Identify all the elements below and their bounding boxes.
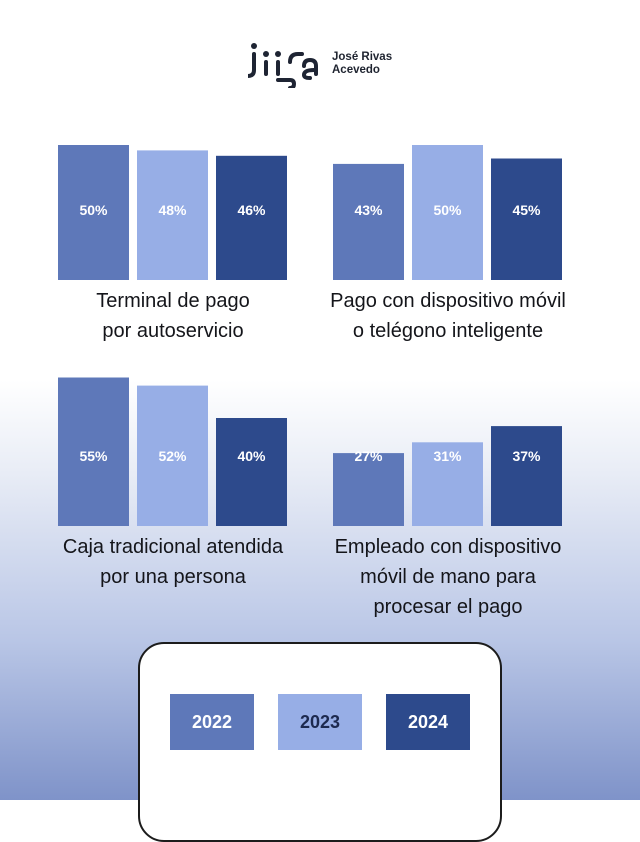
chart-pago-movil: 43% 50% 45% bbox=[333, 145, 562, 280]
legend-item-2024: 2024 bbox=[386, 694, 470, 750]
bar-2023 bbox=[412, 442, 483, 526]
brand-name-line2: Acevedo bbox=[332, 64, 380, 76]
legend: 2022 2023 2024 bbox=[138, 642, 502, 842]
bar-value-label: 50% bbox=[433, 202, 462, 218]
chart-terminal-autoservicio: 50% 48% 46% bbox=[58, 145, 287, 280]
bar-value-label: 45% bbox=[512, 202, 541, 218]
chart-panel-pago-movil: 43% 50% 45% Pago con dispositivo móvil o t… bbox=[330, 140, 566, 342]
bar-value-label: 52% bbox=[158, 448, 187, 464]
chart-title-line: Pago con dispositivo móvil bbox=[330, 290, 566, 312]
chart-panel-terminal-autoservicio: 50% 48% 46% Terminal de pago por autoservi… bbox=[58, 140, 288, 342]
bar-value-label: 37% bbox=[512, 448, 541, 464]
brand-logo: José Rivas Acevedo bbox=[248, 40, 392, 88]
bar-2024 bbox=[216, 418, 287, 526]
bar-value-label: 55% bbox=[79, 448, 108, 464]
bar-value-label: 27% bbox=[354, 448, 383, 464]
chart-title-line: o telégono inteligente bbox=[352, 320, 544, 342]
bar-value-label: 48% bbox=[158, 202, 187, 218]
chart-title-line: procesar el pago bbox=[373, 596, 523, 618]
brand-name-line1: José Rivas bbox=[332, 51, 393, 63]
chart-title-empleado-movil: Empleado con dispositivo móvil de mano p… bbox=[313, 532, 583, 622]
chart-panel-empleado-movil: 27% 31% 37% Empleado con dispositivo móvil… bbox=[333, 378, 563, 628]
chart-title-line: móvil de mano para bbox=[360, 566, 536, 588]
chart-panel-caja-tradicional: 55% 52% 40% Caja tradicional atendida por … bbox=[58, 377, 288, 588]
bar-2023 bbox=[137, 385, 208, 526]
bar-2022 bbox=[58, 377, 129, 526]
chart-title-line: por autoservicio bbox=[102, 320, 244, 342]
chart-caja-tradicional: 55% 52% 40% bbox=[58, 377, 287, 526]
chart-title-line: Empleado con dispositivo bbox=[334, 536, 562, 558]
legend-item-2022: 2022 bbox=[170, 694, 254, 750]
bar-value-label: 50% bbox=[79, 202, 108, 218]
bar-2022 bbox=[333, 163, 404, 280]
bar-2023 bbox=[412, 145, 483, 280]
bar-value-label: 40% bbox=[237, 448, 266, 464]
legend-item-2023: 2023 bbox=[278, 694, 362, 750]
chart-title-line: Caja tradicional atendida bbox=[62, 536, 284, 558]
chart-empleado-movil: 27% 31% 37% bbox=[333, 426, 562, 526]
bar-2024 bbox=[491, 158, 562, 280]
bar-2023 bbox=[137, 150, 208, 280]
chart-title-line: Terminal de pago bbox=[96, 290, 250, 312]
bar-value-label: 46% bbox=[237, 202, 266, 218]
chart-title-terminal-autoservicio: Terminal de pago por autoservicio bbox=[58, 286, 288, 346]
chart-title-caja-tradicional: Caja tradicional atendida por una person… bbox=[38, 532, 308, 592]
bar-value-label: 43% bbox=[354, 202, 383, 218]
chart-title-line: por una persona bbox=[100, 566, 246, 588]
bar-2022 bbox=[58, 145, 129, 280]
bar-2024 bbox=[216, 155, 287, 280]
bar-2022 bbox=[333, 453, 404, 526]
bar-2024 bbox=[491, 426, 562, 526]
irisa-logo-icon bbox=[248, 43, 318, 88]
bar-value-label: 31% bbox=[433, 448, 462, 464]
brand-name: José Rivas Acevedo bbox=[332, 51, 392, 77]
chart-title-pago-movil: Pago con dispositivo móvil o telégono in… bbox=[303, 286, 593, 346]
